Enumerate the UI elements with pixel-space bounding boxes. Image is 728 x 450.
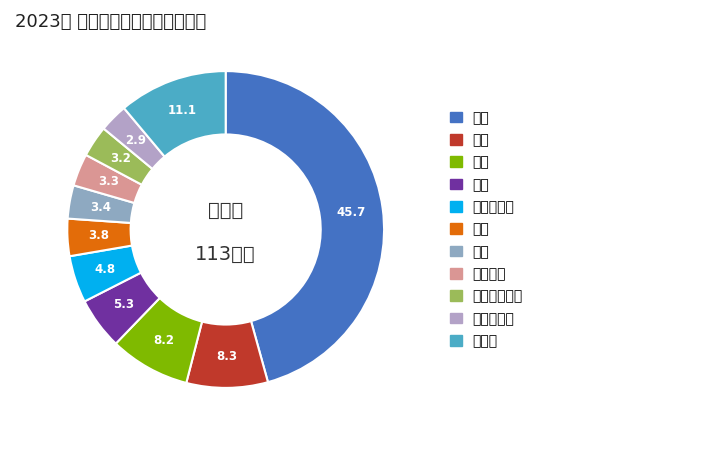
Text: 4.8: 4.8 bbox=[95, 263, 116, 276]
Legend: 中国, 台湾, 米国, 韓国, ノルウェー, タイ, 香港, オランダ, インドネシア, マレーシア, その他: 中国, 台湾, 米国, 韓国, ノルウェー, タイ, 香港, オランダ, インド… bbox=[451, 111, 523, 348]
Text: 3.8: 3.8 bbox=[89, 230, 110, 243]
Wedge shape bbox=[116, 298, 202, 383]
Wedge shape bbox=[226, 71, 384, 382]
Wedge shape bbox=[124, 71, 226, 157]
Wedge shape bbox=[70, 246, 141, 302]
Wedge shape bbox=[84, 273, 159, 344]
Wedge shape bbox=[68, 185, 135, 223]
Text: 45.7: 45.7 bbox=[336, 206, 366, 219]
Wedge shape bbox=[86, 129, 152, 185]
Text: 2.9: 2.9 bbox=[125, 134, 146, 147]
Wedge shape bbox=[67, 219, 132, 256]
Text: 2023年 輸出相手国のシェア（％）: 2023年 輸出相手国のシェア（％） bbox=[15, 14, 206, 32]
Wedge shape bbox=[186, 321, 268, 388]
Text: 8.3: 8.3 bbox=[216, 350, 237, 363]
Text: 113億円: 113億円 bbox=[195, 245, 256, 264]
Text: 5.3: 5.3 bbox=[114, 298, 135, 311]
Text: 総　額: 総 額 bbox=[208, 201, 243, 220]
Text: 3.2: 3.2 bbox=[110, 153, 131, 166]
Text: 8.2: 8.2 bbox=[154, 333, 175, 346]
Wedge shape bbox=[74, 155, 142, 203]
Text: 11.1: 11.1 bbox=[168, 104, 197, 117]
Text: 3.3: 3.3 bbox=[98, 175, 119, 188]
Text: 3.4: 3.4 bbox=[90, 201, 111, 214]
Wedge shape bbox=[103, 108, 165, 169]
